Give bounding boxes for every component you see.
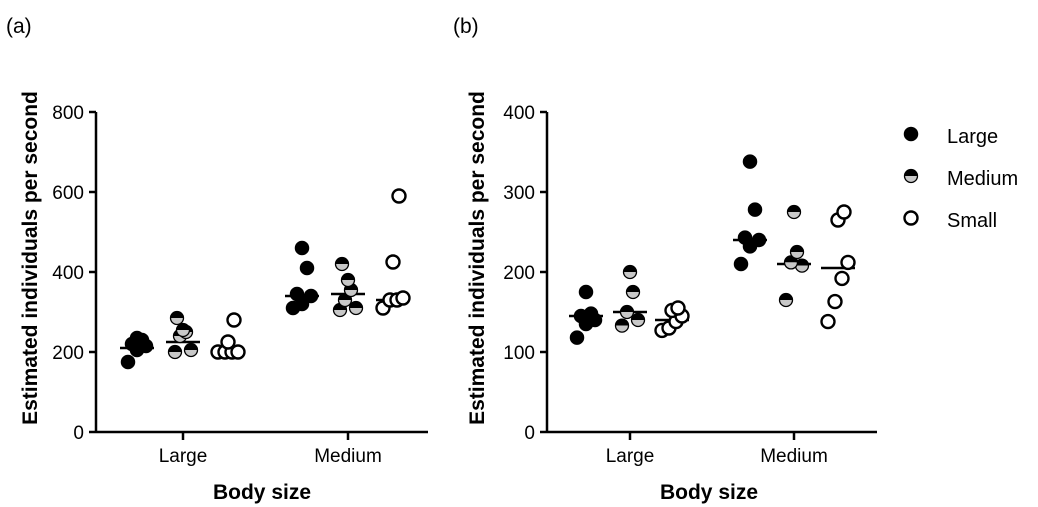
point-b-small-medium-1 — [827, 293, 843, 310]
panel-b: (b) Estimated individuals per second Bod… — [453, 15, 877, 504]
point-b-medium-large-1 — [630, 312, 646, 328]
legend-label-small: Small — [947, 210, 997, 232]
point-b-small-medium-5 — [836, 204, 852, 220]
y-tick-label-b-200: 200 — [503, 263, 535, 284]
legend-symbol-large — [903, 126, 919, 142]
plot-area-b: 0 100 200 300 400 Large Medium — [503, 103, 877, 467]
x-axis-title-a: Body size — [213, 481, 311, 504]
point-a-large-large-0 — [120, 354, 136, 370]
point-b-small-medium-0 — [820, 313, 836, 330]
point-b-medium-large-3 — [625, 284, 641, 300]
point-b-medium-medium-0 — [778, 292, 794, 308]
y-axis-title-a: Estimated individuals per second — [19, 91, 42, 425]
legend-label-medium: Medium — [947, 168, 1018, 190]
y-tick-label-b-100: 100 — [503, 343, 535, 364]
plot-area-a: 0 200 400 600 800 Large Medium — [52, 103, 428, 467]
point-a-medium-medium-1 — [348, 300, 364, 316]
y-tick-label-a-0: 0 — [73, 423, 84, 444]
legend-symbol-small — [903, 210, 919, 226]
point-a-large-medium-5 — [294, 240, 310, 256]
legend-marker-small — [903, 210, 919, 226]
legend: Large Medium Small — [903, 126, 1018, 232]
point-b-small-large-5 — [670, 300, 686, 316]
x-tick-label-a-large: Large — [159, 446, 208, 467]
point-b-medium-large-4 — [622, 264, 638, 280]
point-b-large-large-5 — [578, 284, 594, 300]
point-a-medium-medium-5 — [334, 256, 350, 272]
point-b-large-medium-4 — [747, 202, 763, 217]
point-b-medium-large-2 — [619, 304, 635, 320]
point-a-large-medium-3 — [289, 286, 305, 302]
panel-label-a: (a) — [6, 15, 32, 38]
legend-item-small: Small — [903, 210, 997, 232]
x-tick-label-a-medium: Medium — [314, 446, 382, 467]
point-a-large-medium-4 — [299, 260, 315, 276]
point-a-small-medium-3 — [395, 290, 411, 306]
point-b-medium-medium-1 — [794, 258, 810, 273]
legend-item-large: Large — [903, 126, 998, 148]
point-b-medium-medium-3 — [789, 244, 805, 260]
legend-marker-medium — [903, 168, 919, 184]
y-tick-label-a-600: 600 — [52, 183, 84, 204]
point-a-medium-medium-2 — [337, 292, 353, 308]
point-a-medium-large-4 — [175, 322, 191, 338]
y-axis-title-b: Estimated individuals per second — [466, 91, 489, 425]
point-a-medium-large-0 — [167, 344, 183, 360]
point-b-medium-medium-4 — [786, 204, 802, 220]
point-a-small-large-5 — [226, 312, 242, 328]
point-b-large-medium-5 — [742, 154, 758, 169]
legend-label-large: Large — [947, 126, 998, 148]
point-b-large-medium-0 — [733, 256, 749, 272]
y-tick-label-b-300: 300 — [503, 183, 535, 204]
point-a-large-medium-2 — [303, 288, 319, 304]
point-b-medium-large-0 — [614, 318, 630, 333]
y-tick-label-a-400: 400 — [52, 263, 84, 284]
y-tick-label-a-200: 200 — [52, 343, 84, 364]
y-tick-label-a-800: 800 — [52, 103, 84, 124]
point-a-small-medium-4 — [385, 254, 401, 270]
legend-item-medium: Medium — [903, 168, 1018, 190]
point-a-large-large-5 — [129, 330, 145, 346]
point-a-medium-large-5 — [169, 310, 185, 326]
y-tick-label-b-0: 0 — [524, 423, 535, 444]
point-b-large-medium-3 — [737, 230, 753, 245]
point-b-large-large-4 — [583, 306, 599, 321]
point-b-small-medium-2 — [834, 270, 850, 287]
point-b-large-large-0 — [569, 330, 585, 345]
point-a-medium-large-1 — [183, 342, 199, 358]
point-a-small-large-3 — [230, 344, 246, 360]
x-tick-label-b-large: Large — [606, 446, 655, 467]
point-a-small-large-4 — [220, 334, 236, 350]
point-a-small-medium-5 — [391, 188, 407, 204]
legend-symbol-medium — [903, 168, 919, 184]
x-axis-title-b: Body size — [660, 481, 758, 504]
point-a-medium-medium-4 — [340, 272, 356, 288]
panel-label-b: (b) — [453, 15, 479, 38]
point-b-large-medium-2 — [751, 232, 767, 248]
panel-a: (a) Estimated individuals per second Bod… — [6, 15, 428, 504]
x-tick-label-b-medium: Medium — [760, 446, 828, 467]
legend-marker-large — [903, 126, 919, 142]
point-b-small-medium-3 — [840, 254, 856, 271]
point-b-medium-medium-2 — [783, 255, 799, 270]
y-tick-label-b-400: 400 — [503, 103, 535, 124]
